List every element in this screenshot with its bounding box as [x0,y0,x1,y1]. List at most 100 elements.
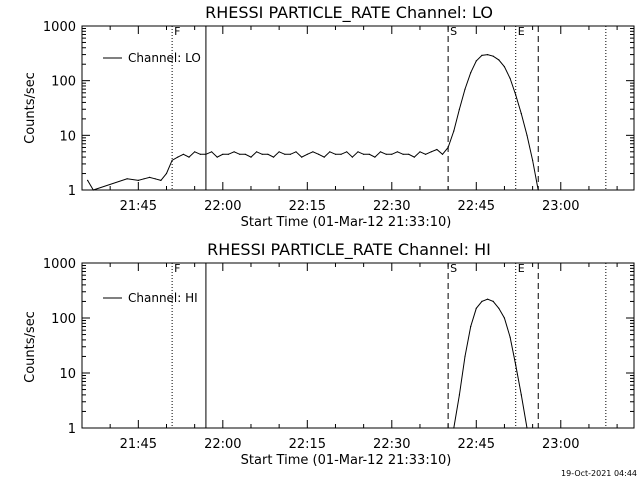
panel-hi: RHESSI PARTICLE_RATE Channel: HI Counts/… [23,240,635,468]
data-point [509,77,511,79]
chart-title: RHESSI PARTICLE_RATE Channel: HI [207,240,491,260]
data-point [312,151,314,153]
data-point [453,130,455,132]
series-lo [87,54,539,191]
data-point [295,151,297,153]
data-point [458,108,460,110]
data-point [515,364,517,366]
y-tick-label: 1 [68,184,76,199]
y-tick-label: 1 [68,422,76,437]
data-point [458,394,460,396]
x-tick-label: 22:15 [289,437,326,452]
data-point [526,427,528,429]
data-point [470,325,472,328]
data-point [396,151,398,153]
x-tick-label: 22:45 [458,437,495,452]
legend: Channel: HI [103,291,198,305]
data-point [441,153,444,155]
data-point [402,153,404,155]
plot-frame [81,25,635,191]
x-tick-label: 22:30 [373,437,410,452]
data-point [160,179,162,181]
y-tick-label: 100 [51,75,76,90]
x-tick-label: 21:45 [120,199,157,214]
data-point [194,151,196,153]
data-point [205,153,207,155]
y-tick-label: 1000 [43,20,76,35]
data-point [379,151,382,153]
data-point [509,336,511,338]
data-point [267,153,269,155]
data-point [419,151,421,153]
data-point [250,156,252,158]
x-tick-label: 22:15 [289,199,326,214]
y-axis-label: Counts/sec [23,72,38,144]
event-marker-label: E [518,262,525,275]
data-point [92,189,94,191]
data-line [87,54,539,191]
data-point [272,156,275,158]
y-tick-label: 1000 [43,257,76,272]
x-ticks: 21:45 22:00 22:15 22:30 22:45 23:00 [81,263,618,452]
plot-frame [81,262,635,429]
data-point [475,60,477,62]
data-point [346,151,348,153]
legend: Channel: LO [103,51,201,65]
x-tick-label: 22:30 [373,199,410,214]
data-point [515,94,517,96]
x-tick-label: 22:00 [204,199,241,214]
event-marker-label: F [174,262,180,275]
data-point [425,153,427,155]
data-point [391,153,393,155]
x-tick-label: 22:00 [204,437,241,452]
x-axis-label: Start Time (01-Mar-12 21:33:10) [241,453,452,468]
data-point [481,300,483,302]
data-point [526,134,528,136]
data-point [334,153,337,155]
data-point [363,153,365,155]
data-point [318,153,320,155]
x-tick-label: 23:00 [542,437,579,452]
data-point [470,72,472,74]
data-point [149,176,151,178]
data-point [430,151,432,153]
y-tick-label: 100 [51,312,76,327]
data-point [199,153,201,155]
data-point [323,156,325,158]
data-point [357,151,359,153]
y-tick-label: 10 [59,129,76,144]
x-tick-label: 21:45 [120,437,157,452]
data-point [171,159,173,161]
data-point [487,298,489,300]
data-point [492,300,494,302]
data-point [87,179,89,181]
data-point [165,172,168,175]
data-point [413,156,415,158]
data-point [498,307,500,309]
data-point [408,153,410,155]
data-point [492,55,494,57]
panel-lo: RHESSI PARTICLE_RATE Channel: LO Counts/… [23,3,635,230]
data-point [436,148,438,151]
data-point [464,355,466,357]
data-point [520,394,522,396]
y-ticks: 1 10 100 1000 [43,257,634,437]
data-point [537,189,539,191]
data-point [284,153,286,155]
y-axis-label: Counts/sec [23,311,38,383]
data-point [447,146,449,149]
data-point [385,153,387,155]
data-point [278,151,280,153]
data-point [211,151,213,153]
y-ticks: 1 10 100 1000 [43,20,634,199]
series-hi [453,298,528,429]
data-point [177,156,179,158]
data-point [487,54,489,56]
data-point [340,153,342,155]
y-tick-label: 10 [59,367,76,382]
event-marker-label: F [174,25,180,38]
data-point [351,156,353,158]
data-point [227,153,229,155]
chart-title: RHESSI PARTICLE_RATE Channel: LO [205,3,493,23]
